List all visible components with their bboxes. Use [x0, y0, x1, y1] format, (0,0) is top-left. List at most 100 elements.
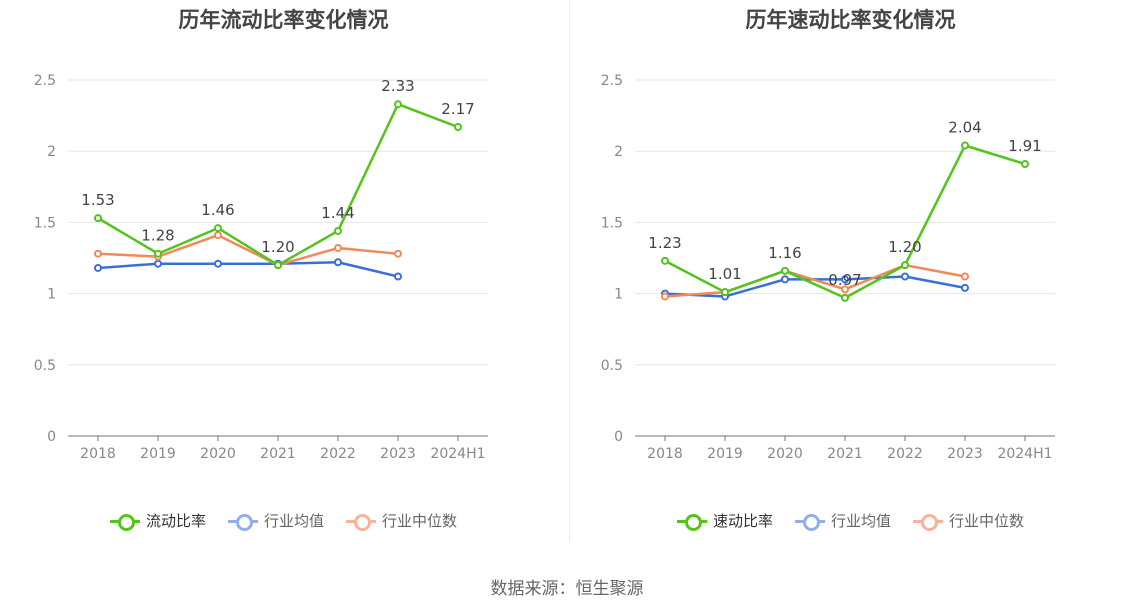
data-label: 1.20	[888, 238, 921, 256]
panel-divider	[569, 0, 570, 542]
data-point	[334, 258, 342, 267]
y-tick-label: 1	[614, 287, 623, 303]
legend-label: 行业均值	[263, 512, 324, 530]
series-line	[97, 233, 399, 267]
data-point	[334, 244, 342, 253]
legend-item-industry-median[interactable]: 行业中位数	[346, 510, 457, 531]
x-tick-label: 2020	[200, 446, 236, 462]
y-tick-label: 0.5	[34, 358, 56, 374]
series-line	[97, 261, 399, 278]
chart-plot: 0 0.5 1 1.5 2 2.5 2018 2019 2020 2021 2022 2023 2024…	[601, 73, 1055, 462]
data-point	[394, 249, 402, 258]
data-label: 1.46	[201, 201, 234, 219]
x-tick-label: 2022	[887, 446, 923, 462]
y-tick-label: 0	[614, 429, 623, 445]
y-tick-label: 0	[47, 429, 56, 445]
y-tick-label: 2	[47, 144, 56, 160]
data-point	[214, 231, 222, 240]
data-label: 1.20	[261, 238, 294, 256]
chart-plot: 0 0.5 1 1.5 2 2.5 2018 2019 2020 2021 2022 2023 2024…	[34, 73, 488, 462]
y-tick-label: 2	[614, 144, 623, 160]
y-tick-label: 0.5	[601, 358, 623, 374]
data-point	[454, 122, 462, 131]
data-label: 1.16	[768, 244, 801, 262]
legend-label: 行业中位数	[382, 512, 458, 530]
x-tick-label: 2018	[80, 446, 116, 462]
data-point	[1021, 160, 1029, 169]
data-point	[841, 285, 849, 294]
data-point	[394, 272, 402, 281]
data-point	[781, 266, 789, 275]
data-point	[154, 249, 162, 258]
data-point	[901, 261, 909, 270]
legend-symbol	[109, 513, 140, 531]
data-point	[394, 100, 402, 109]
data-point	[274, 261, 282, 270]
x-tick-label: 2023	[380, 446, 416, 462]
data-point	[721, 288, 729, 297]
series-line	[664, 263, 966, 298]
chart-panel-current-ratio: 历年流动比率变化情况 0 0.5 1 1.5 2 2.5 2018 2019 2020 2021 2…	[0, 0, 567, 560]
data-point	[781, 275, 789, 284]
data-point	[94, 249, 102, 258]
data-label: 1.91	[1008, 137, 1041, 155]
legend-symbol	[794, 513, 825, 531]
x-tick-label: 2020	[767, 446, 803, 462]
x-tick-label: 2018	[647, 446, 683, 462]
x-tick-label: 2024H1	[997, 446, 1052, 462]
data-point	[841, 275, 849, 284]
data-label: 2.33	[381, 77, 414, 95]
chart-title: 历年流动比率变化情况	[178, 8, 389, 32]
data-point	[334, 226, 342, 235]
data-label: 1.28	[141, 227, 174, 245]
x-tick-label: 2021	[260, 446, 296, 462]
data-label: 0.97	[828, 271, 861, 289]
legend-label: 行业均值	[830, 512, 891, 530]
x-tick-label: 2019	[707, 446, 743, 462]
legend-item-industry-mean[interactable]: 行业均值	[227, 510, 324, 531]
data-label: 1.44	[321, 204, 354, 222]
y-tick-label: 2.5	[34, 73, 56, 89]
data-label: 1.53	[81, 191, 114, 209]
data-point	[961, 283, 969, 292]
chart-panel-quick-ratio: 历年速动比率变化情况 0 0.5 1 1.5 2 2.5 2018 2019 2020 2021 2…	[567, 0, 1134, 560]
legend-label: 行业中位数	[949, 512, 1025, 530]
data-point	[94, 263, 102, 272]
data-point	[154, 259, 162, 268]
data-label: 2.04	[948, 119, 981, 137]
y-tick-label: 1	[47, 287, 56, 303]
legend-symbol	[227, 513, 258, 531]
legend-item-current-ratio[interactable]: 流动比率	[109, 510, 206, 531]
data-point	[961, 141, 969, 150]
data-point	[961, 272, 969, 281]
legend-symbol	[676, 513, 707, 531]
chart-legend: 速动比率 行业均值 行业中位数	[567, 510, 1134, 531]
legend-symbol	[913, 513, 943, 531]
x-tick-label: 2023	[947, 446, 983, 462]
x-tick-label: 2019	[140, 446, 176, 462]
x-tick-label: 2024H1	[430, 446, 485, 462]
data-point	[214, 224, 222, 233]
data-source-note: 数据来源：恒生聚源	[490, 579, 644, 599]
data-point	[901, 272, 909, 281]
data-label: 1.23	[648, 234, 681, 252]
x-tick-label: 2021	[827, 446, 863, 462]
legend-symbol	[346, 513, 376, 531]
y-tick-label: 1.5	[601, 215, 623, 231]
chart-legend: 流动比率 行业均值 行业中位数	[0, 510, 567, 531]
data-point	[661, 292, 669, 301]
chart-title: 历年速动比率变化情况	[745, 8, 956, 32]
x-tick-label: 2022	[320, 446, 356, 462]
legend-item-industry-median[interactable]: 行业中位数	[913, 510, 1024, 531]
data-label: 2.17	[441, 100, 474, 118]
legend-label: 流动比率	[145, 512, 206, 530]
legend-item-industry-mean[interactable]: 行业均值	[794, 510, 891, 531]
data-point	[214, 259, 222, 268]
data-point	[841, 293, 849, 302]
data-label: 1.01	[708, 265, 741, 283]
legend-item-quick-ratio[interactable]: 速动比率	[676, 510, 773, 531]
data-point	[661, 256, 669, 265]
y-tick-label: 2.5	[601, 73, 623, 89]
data-point	[94, 214, 102, 223]
legend-label: 速动比率	[712, 512, 773, 530]
